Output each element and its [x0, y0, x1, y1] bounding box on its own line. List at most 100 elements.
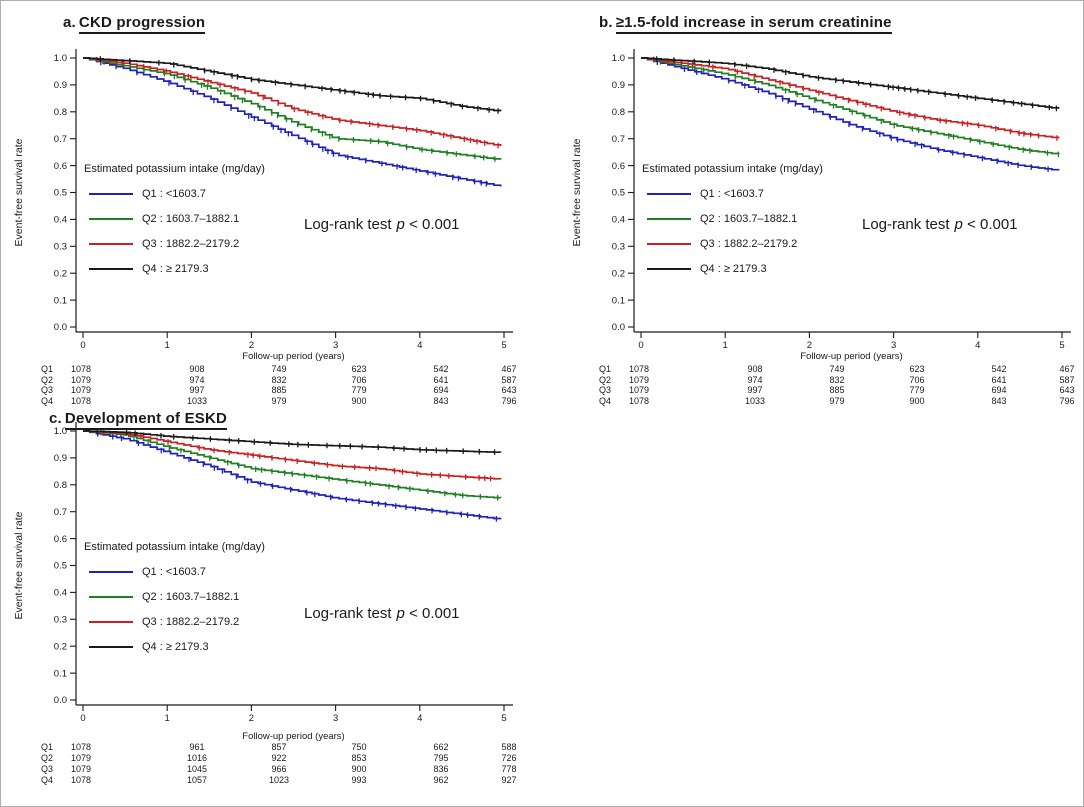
legend-entry-q2: Q2 : 1603.7–1882.1	[89, 589, 334, 605]
survival-curve-q2	[641, 57, 1060, 155]
risk-count: 1033	[744, 395, 766, 406]
y-tick-label: 0.5	[54, 561, 67, 572]
risk-row-label: Q4	[40, 395, 53, 406]
y-tick-label: 0.8	[612, 107, 625, 118]
y-tick-label: 0.2	[612, 268, 625, 279]
legend-title: Estimated potassium intake (mg/day)	[642, 163, 823, 175]
risk-count: 467	[1059, 364, 1075, 374]
legend-entry-q1: Q1 : <1603.7	[647, 186, 892, 202]
risk-count: 623	[351, 364, 367, 374]
panel-title: a. CKD progression	[63, 14, 206, 34]
km-plot: Event-free survival rate 1.0 0.9 0.8 0.7 0.6 0…	[13, 49, 513, 351]
survival-curve-q3	[83, 57, 502, 147]
risk-row-q3: Q3 1079 1045 966 900 836 778	[9, 764, 554, 774]
y-axis-title: Event-free survival rate	[13, 511, 25, 619]
y-tick-label: 0.2	[54, 641, 67, 652]
x-axis-label: Follow-up period (years)	[242, 731, 345, 742]
censor-marks-q1	[656, 59, 1049, 172]
censor-marks-q4	[656, 56, 1058, 112]
legend-entry-label: Q3 : 1882.2–2179.2	[700, 238, 798, 250]
censor-marks-q2	[659, 58, 1060, 158]
risk-row-q4: Q4 1078 1057 1023 993 962 927	[9, 775, 554, 785]
legend-entry-label: Q2 : 1603.7–1882.1	[142, 213, 240, 225]
risk-count: 1078	[628, 364, 650, 374]
legend: Estimated potassium intake (mg/day) Q1 :…	[642, 161, 892, 277]
x-tick-label: 4	[417, 713, 422, 724]
x-axis-label: Follow-up period (years)	[242, 351, 345, 362]
risk-row-label: Q4	[40, 775, 53, 785]
logrank-value: < 0.001	[409, 605, 460, 622]
risk-count: 927	[501, 775, 517, 785]
risk-count: 843	[433, 395, 449, 406]
risk-count: 832	[271, 374, 287, 385]
legend-entry-label: Q4 : ≥ 2179.3	[142, 263, 209, 275]
x-tick-label: 2	[249, 713, 254, 724]
panel-title: c. Development of ESKD	[49, 410, 228, 430]
x-tick-label: 2	[807, 340, 812, 351]
legend-entry-label: Q4 : ≥ 2179.3	[700, 263, 767, 275]
survival-curve-q4	[641, 57, 1060, 109]
risk-count: 1079	[70, 385, 92, 395]
legend-line-swatch	[89, 218, 133, 220]
panel-serum-creatinine-increase: b. ≥1.5-fold increase in serum creatinine…	[567, 9, 1083, 409]
risk-count: 706	[351, 374, 367, 385]
risk-count: 908	[747, 364, 763, 374]
risk-count: 588	[501, 742, 517, 752]
x-tick-label: 5	[501, 340, 506, 351]
panel-letter: b.	[599, 14, 613, 31]
risk-count: 795	[433, 753, 449, 763]
risk-count: 997	[747, 385, 763, 395]
risk-row-q2: Q2 1079 974 832 706 641 587	[9, 375, 554, 385]
risk-row-label: Q1	[40, 364, 53, 374]
logrank-text: Log-rank test	[862, 216, 950, 233]
y-tick-label: 0.4	[54, 215, 67, 226]
x-tick-label: 3	[333, 713, 338, 724]
legend-line-swatch	[89, 596, 133, 598]
y-tick-label: 0.4	[612, 215, 625, 226]
x-tick-label: 4	[417, 340, 422, 351]
risk-count: 796	[501, 395, 517, 406]
censor-marks-q1	[100, 59, 487, 187]
y-axis-title: Event-free survival rate	[571, 138, 583, 246]
survival-curve-q2	[83, 57, 502, 160]
risk-count: 694	[433, 385, 449, 395]
legend-entry-q1: Q1 : <1603.7	[89, 564, 334, 580]
y-tick-label: 0.0	[612, 322, 625, 333]
logrank-annotation: Log-rank test p < 0.001	[304, 605, 460, 622]
legend-line-swatch	[647, 193, 691, 195]
risk-row-label: Q4	[598, 395, 611, 406]
risk-count: 885	[271, 385, 287, 395]
x-axis-label: Follow-up period (years)	[800, 351, 903, 362]
panel-letter: a.	[63, 14, 76, 31]
y-tick-label: 0.1	[54, 668, 67, 679]
risk-count: 750	[351, 742, 367, 752]
risk-count: 961	[189, 742, 205, 752]
risk-count: 997	[189, 385, 205, 395]
risk-count: 542	[433, 364, 449, 374]
y-tick-label: 0.3	[612, 242, 625, 253]
y-tick-label: 0.1	[54, 295, 67, 306]
legend-entry-label: Q1 : <1603.7	[142, 566, 206, 578]
y-tick-label: 0.3	[54, 242, 67, 253]
y-tick-label: 0.0	[54, 695, 67, 706]
risk-count: 843	[991, 395, 1007, 406]
risk-count: 979	[271, 395, 287, 406]
survival-curve-q1	[641, 57, 1060, 171]
x-tick-label: 0	[80, 340, 85, 351]
y-tick-label: 1.0	[612, 53, 625, 64]
risk-row-label: Q3	[40, 385, 53, 395]
risk-row-label: Q2	[40, 374, 53, 385]
risk-count: 908	[189, 364, 205, 374]
x-tick-label: 0	[638, 340, 643, 351]
risk-count: 778	[501, 764, 517, 774]
censor-marks-q3	[652, 56, 1058, 141]
risk-row-label: Q2	[40, 753, 53, 763]
y-tick-label: 0.6	[612, 161, 625, 172]
risk-count: 587	[1059, 374, 1075, 385]
survival-curve-q4	[83, 57, 502, 112]
legend-line-swatch	[89, 571, 133, 573]
logrank-value: < 0.001	[409, 216, 460, 233]
risk-row-q1: Q1 1078 908 749 623 542 467	[567, 364, 1083, 374]
risk-count: 796	[1059, 395, 1075, 406]
